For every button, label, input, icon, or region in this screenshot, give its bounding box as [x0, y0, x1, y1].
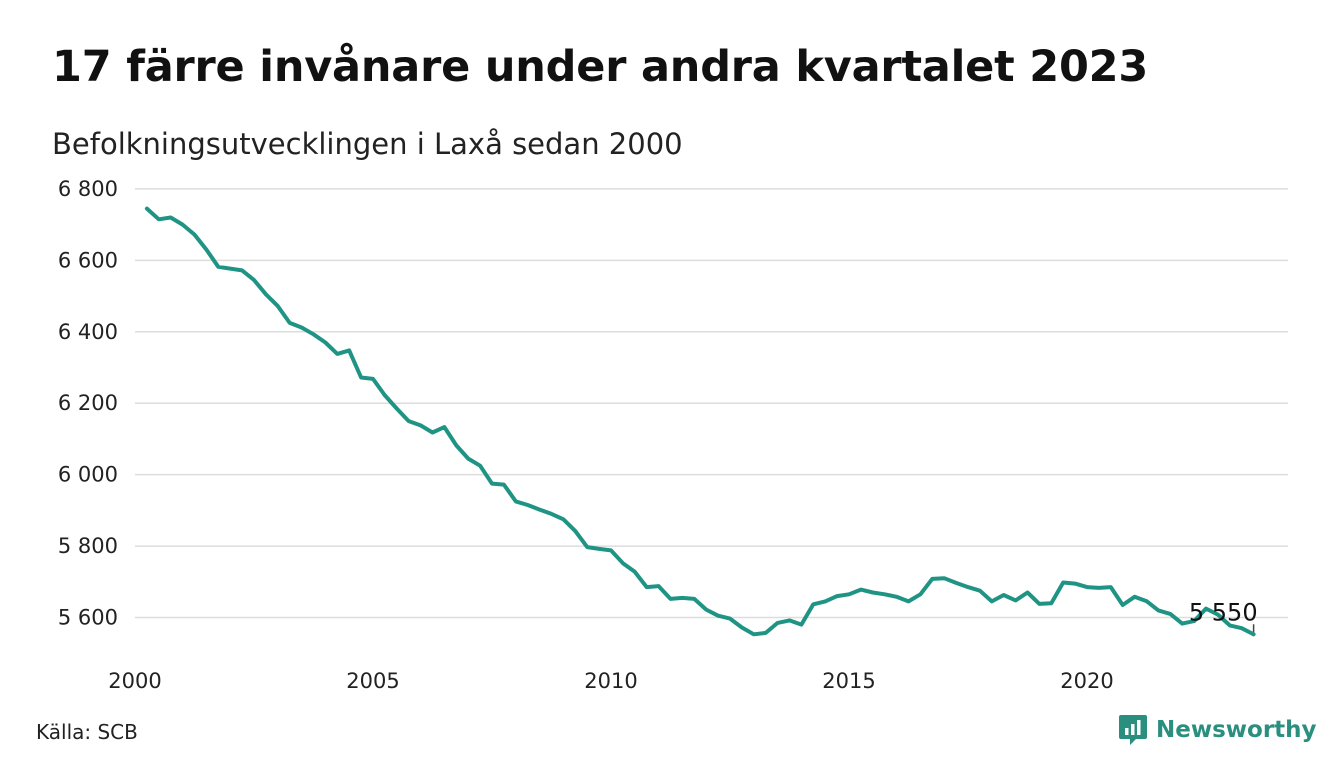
brand-name: Newsworthy: [1156, 717, 1317, 743]
y-tick-label: 6 000: [58, 463, 118, 487]
series-line: [144, 206, 1256, 637]
y-tick-label: 6 800: [58, 177, 118, 201]
chart-title: 17 färre invånare under andra kvartalet …: [52, 42, 1149, 92]
y-axis: 5 600 5 800 6 000 6 200 6 400 6 600 6 800: [58, 177, 118, 630]
y-tick-label: 5 600: [58, 606, 118, 630]
x-tick-label: 2020: [1060, 669, 1113, 693]
x-tick-label: 2005: [346, 669, 399, 693]
y-tick-label: 6 600: [58, 248, 118, 272]
grid-layer: [135, 188, 1288, 619]
y-tick-label: 6 400: [58, 320, 118, 344]
brand-logo[interactable]: Newsworthy: [1118, 712, 1317, 748]
series-layer: [144, 206, 1256, 637]
end-value-label: 5 550: [1189, 598, 1258, 626]
y-tick-label: 5 800: [58, 534, 118, 558]
source-note: Källa: SCB: [36, 720, 138, 744]
annotation-layer: 5 550: [1189, 598, 1258, 633]
y-tick-label: 6 200: [58, 391, 118, 415]
x-tick-label: 2015: [822, 669, 875, 693]
x-axis: 2000 2005 2010 2015 2020: [108, 669, 1113, 693]
x-tick-label: 2000: [108, 669, 161, 693]
x-tick-label: 2010: [584, 669, 637, 693]
chart-subtitle: Befolkningsutvecklingen i Laxå sedan 200…: [52, 127, 683, 161]
newsworthy-logo-icon: [1119, 715, 1147, 745]
